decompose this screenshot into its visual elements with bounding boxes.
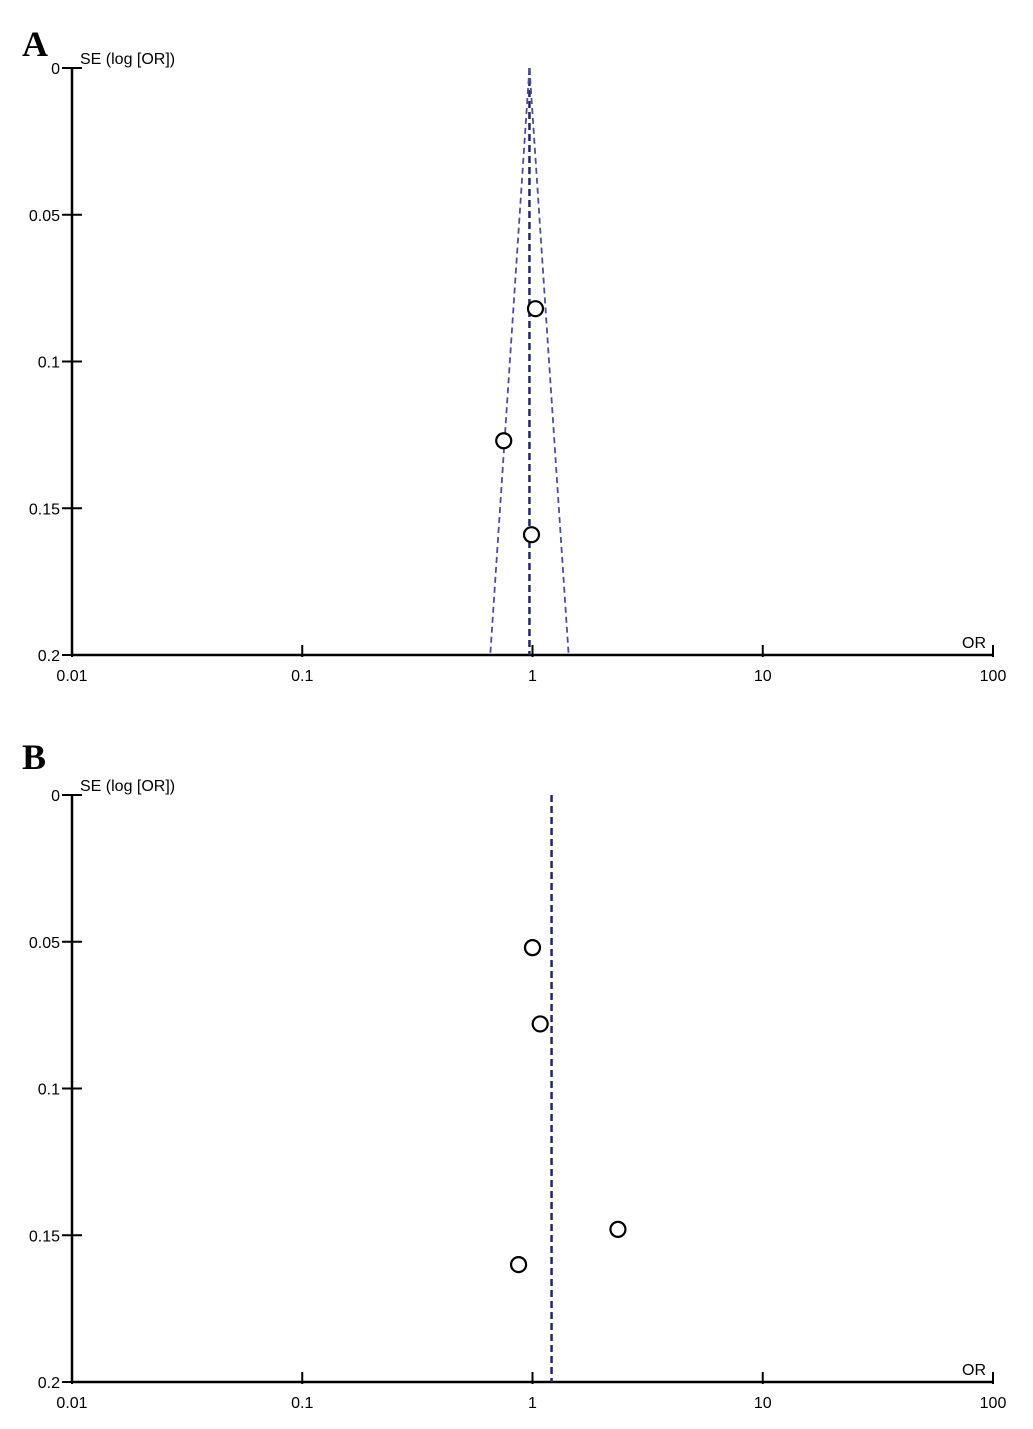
x-tick-label: 0.1	[291, 668, 313, 685]
panel-a: A SE (log [OR]) OR 0 0.05 0.1 0.15 0.2 0.01 0.…	[22, 24, 1006, 685]
study-point	[531, 1015, 549, 1033]
y-tick-label: 0.2	[38, 648, 60, 665]
funnel-left-limit	[489, 67, 531, 656]
y-tick-label: 0.2	[38, 1375, 60, 1392]
x-tick-label: 0.1	[291, 1395, 313, 1412]
x-tick-label: 1	[528, 668, 537, 685]
study-point	[526, 300, 545, 318]
study-point	[609, 1220, 627, 1238]
panel-b: B SE (log [OR]) OR 0 0.05 0.1 0.15 0.2 0.01 0.…	[22, 737, 1006, 1412]
panel-label: A	[22, 24, 48, 64]
y-tick-label: 0.1	[38, 355, 60, 372]
y-tick-label: 0.05	[29, 208, 60, 225]
x-axis-label: OR	[962, 1362, 986, 1379]
y-tick-label: 0.15	[29, 1228, 60, 1245]
y-tick-label: 0.15	[29, 501, 60, 518]
x-tick-label: 0.01	[56, 1395, 87, 1412]
x-tick-label: 10	[754, 1395, 772, 1412]
study-point	[495, 432, 513, 450]
x-tick-label: 1	[528, 1395, 537, 1412]
y-tick-label: 0.1	[38, 1082, 60, 1099]
panel-label: B	[22, 737, 46, 777]
x-tick-label: 100	[980, 668, 1007, 685]
x-tick-label: 10	[754, 668, 772, 685]
funnel-right-limit	[528, 67, 570, 656]
y-tick-label: 0.05	[29, 935, 60, 952]
y-axis-label: SE (log [OR])	[80, 778, 175, 795]
y-tick-label: 0	[51, 788, 60, 805]
plot-marks: 0 0.05 0.1 0.15 0.2 0.01 0.1 1 10 100	[29, 788, 1007, 1412]
x-tick-label: 100	[980, 1395, 1007, 1412]
study-point	[523, 939, 542, 957]
y-tick-label: 0	[51, 61, 60, 78]
x-tick-label: 0.01	[56, 668, 87, 685]
study-point	[509, 1255, 528, 1274]
y-axis-label: SE (log [OR])	[80, 51, 175, 68]
plot-marks: 0 0.05 0.1 0.15 0.2 0.01 0.1 1 10 100	[29, 61, 1007, 685]
x-axis-label: OR	[962, 635, 986, 652]
study-point	[522, 526, 541, 544]
